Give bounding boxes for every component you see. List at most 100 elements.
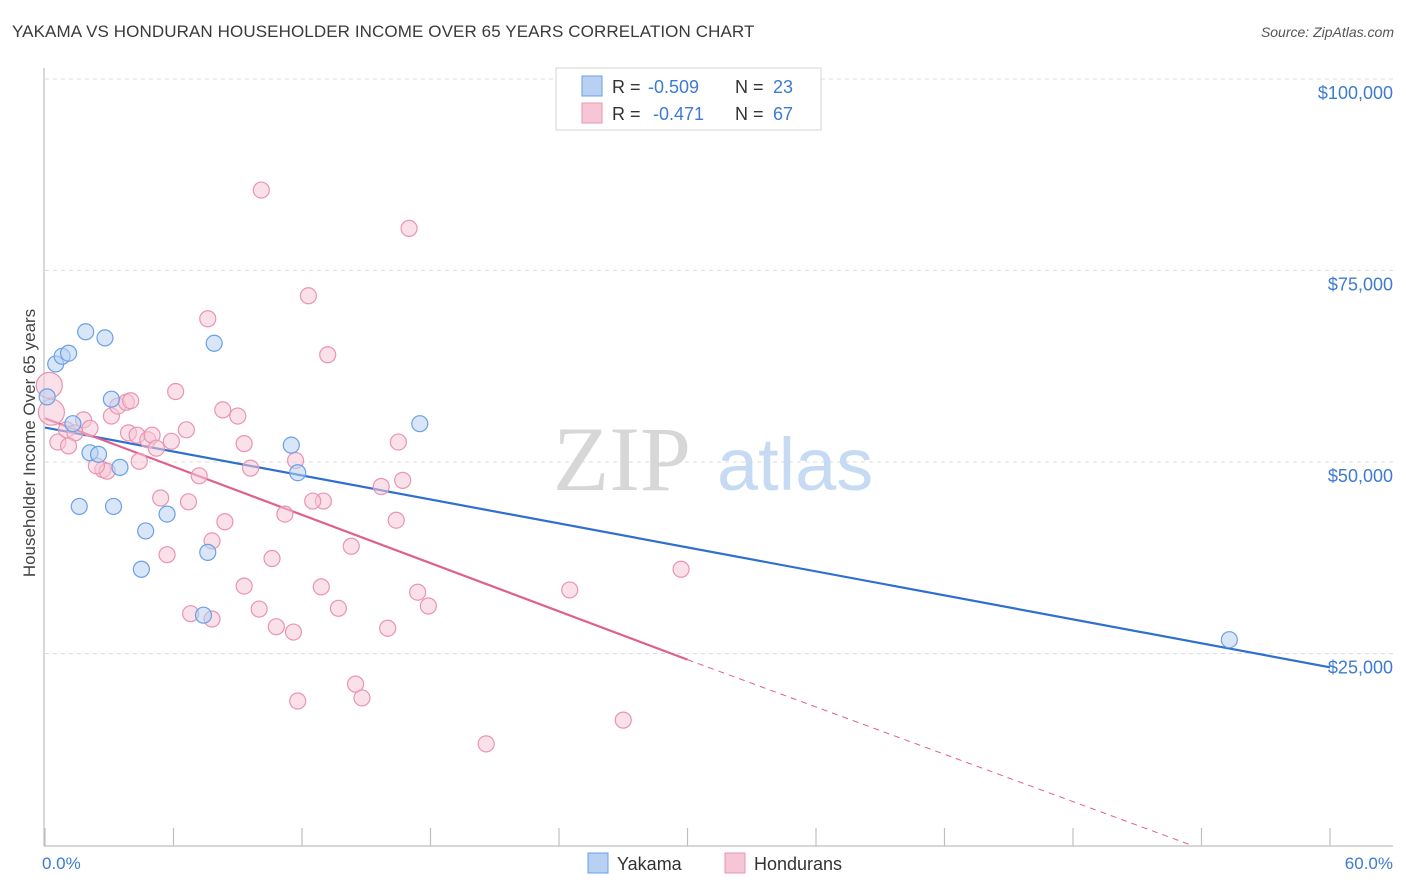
x-tick-label-min: 0.0% <box>42 854 81 873</box>
hondurans-point-55 <box>389 433 407 451</box>
hondurans-point-6 <box>81 419 99 437</box>
yakama-point-17 <box>132 560 150 578</box>
hondurans-point-52 <box>387 511 405 529</box>
legend-n-value-2: 67 <box>773 104 793 124</box>
data-points <box>35 181 1238 753</box>
legend-swatch-yakama <box>581 75 603 97</box>
yakama-point-15 <box>205 334 223 352</box>
hondurans-point-23 <box>190 467 208 485</box>
yakama-point-3 <box>59 344 78 362</box>
hondurans-point-40 <box>284 623 303 641</box>
hondurans-point-65 <box>235 435 253 453</box>
yakama-point-18 <box>194 606 213 624</box>
hondurans-point-53 <box>379 619 397 637</box>
hondurans-point-25 <box>214 401 232 419</box>
yakama-point-22 <box>1220 631 1238 649</box>
source-label: Source: ZipAtlas.com <box>1260 24 1394 40</box>
legend-r-label-2: R = <box>612 104 641 124</box>
stats-legend: R = -0.509 N = 23 R = -0.471 N = 67 <box>555 67 822 131</box>
yakama-point-12 <box>104 497 123 516</box>
hondurans-point-17 <box>147 439 165 457</box>
trend-line-extension-hondurans <box>687 659 1191 846</box>
legend-r-value-1: -0.509 <box>648 77 699 97</box>
hondurans-point-22 <box>179 493 198 511</box>
yakama-point-10 <box>111 458 129 476</box>
hondurans-point-18 <box>162 432 180 450</box>
yakama-point-19 <box>282 436 300 454</box>
hondurans-point-61 <box>614 711 632 729</box>
hondurans-point-62 <box>672 560 690 578</box>
hondurans-point-59 <box>561 581 579 599</box>
hondurans-point-24 <box>199 310 217 328</box>
hondurans-point-26 <box>229 407 247 425</box>
hondurans-point-66 <box>59 437 78 455</box>
legend-swatch-hondurans <box>581 102 603 124</box>
hondurans-point-41 <box>299 287 318 305</box>
yakama-point-6 <box>102 390 120 408</box>
hondurans-point-29 <box>216 513 234 531</box>
axes <box>43 68 1393 847</box>
hondurans-point-49 <box>353 689 371 707</box>
hondurans-point-56 <box>394 471 412 489</box>
yakama-point-7 <box>64 415 82 433</box>
hondurans-point-19 <box>167 382 185 401</box>
yakama-point-21 <box>411 415 429 433</box>
watermark: ZIP atlas <box>553 408 873 510</box>
hondurans-point-31 <box>263 549 281 568</box>
hondurans-point-38 <box>250 600 268 618</box>
legend-r-value-2: -0.471 <box>653 104 704 124</box>
yakama-point-20 <box>289 464 307 482</box>
hondurans-point-45 <box>329 599 348 617</box>
yakama-point-9 <box>89 445 108 463</box>
hondurans-point-44 <box>319 346 337 364</box>
watermark-zip: ZIP <box>553 408 691 510</box>
hondurans-point-48 <box>346 675 365 693</box>
hondurans-point-20 <box>177 421 195 439</box>
hondurans-point-57 <box>409 583 427 601</box>
legend-r-label-1: R = <box>612 77 641 97</box>
hondurans-point-60 <box>477 735 495 753</box>
series-legend: Yakama Hondurans <box>587 852 842 874</box>
yakama-point-16 <box>199 543 217 561</box>
hondurans-point-58 <box>419 597 437 615</box>
yakama-point-13 <box>137 522 155 540</box>
hondurans-point-54 <box>400 219 418 237</box>
hondurans-point-39 <box>267 618 285 636</box>
hondurans-point-50 <box>289 692 307 710</box>
yakama-point-4 <box>77 323 95 341</box>
y-axis-label: Householder Income Over 65 years <box>20 309 39 577</box>
yakama-point-11 <box>70 497 88 516</box>
gridlines <box>45 78 1393 654</box>
bottom-legend-swatch-hondurans <box>724 852 746 874</box>
x-tick-labels: 0.0% 60.0% <box>42 854 1393 873</box>
legend-n-value-1: 23 <box>773 77 793 97</box>
yakama-point-14 <box>158 505 176 523</box>
hondurans-point-28 <box>252 181 270 199</box>
y-tick-label-2: $50,000 <box>1328 466 1393 486</box>
yakama-point-0 <box>38 388 56 406</box>
hondurans-point-21 <box>152 489 170 507</box>
hondurans-point-63 <box>122 392 140 410</box>
hondurans-point-37 <box>235 577 253 595</box>
hondurans-point-34 <box>158 546 176 564</box>
hondurans-point-47 <box>312 578 330 596</box>
y-tick-labels: $100,000 $75,000 $50,000 $25,000 <box>1318 83 1393 678</box>
bottom-legend-label-yakama: Yakama <box>617 854 683 874</box>
bottom-legend-label-hondurans: Hondurans <box>754 854 842 874</box>
yakama-point-5 <box>96 329 114 347</box>
watermark-atlas: atlas <box>717 423 873 506</box>
legend-n-label-2: N = <box>735 104 764 124</box>
y-tick-label-3: $25,000 <box>1328 658 1393 678</box>
chart-title: YAKAMA VS HONDURAN HOUSEHOLDER INCOME OV… <box>12 22 755 41</box>
hondurans-point-43 <box>304 492 322 510</box>
hondurans-point-32 <box>276 505 294 523</box>
hondurans-point-27 <box>242 459 260 477</box>
hondurans-point-51 <box>372 477 390 496</box>
x-tick-label-max: 60.0% <box>1345 854 1393 873</box>
y-tick-label-0: $100,000 <box>1318 83 1393 103</box>
hondurans-point-14 <box>130 452 148 470</box>
y-tick-label-1: $75,000 <box>1328 275 1393 295</box>
hondurans-point-46 <box>342 537 360 555</box>
bottom-legend-swatch-yakama <box>587 852 609 874</box>
